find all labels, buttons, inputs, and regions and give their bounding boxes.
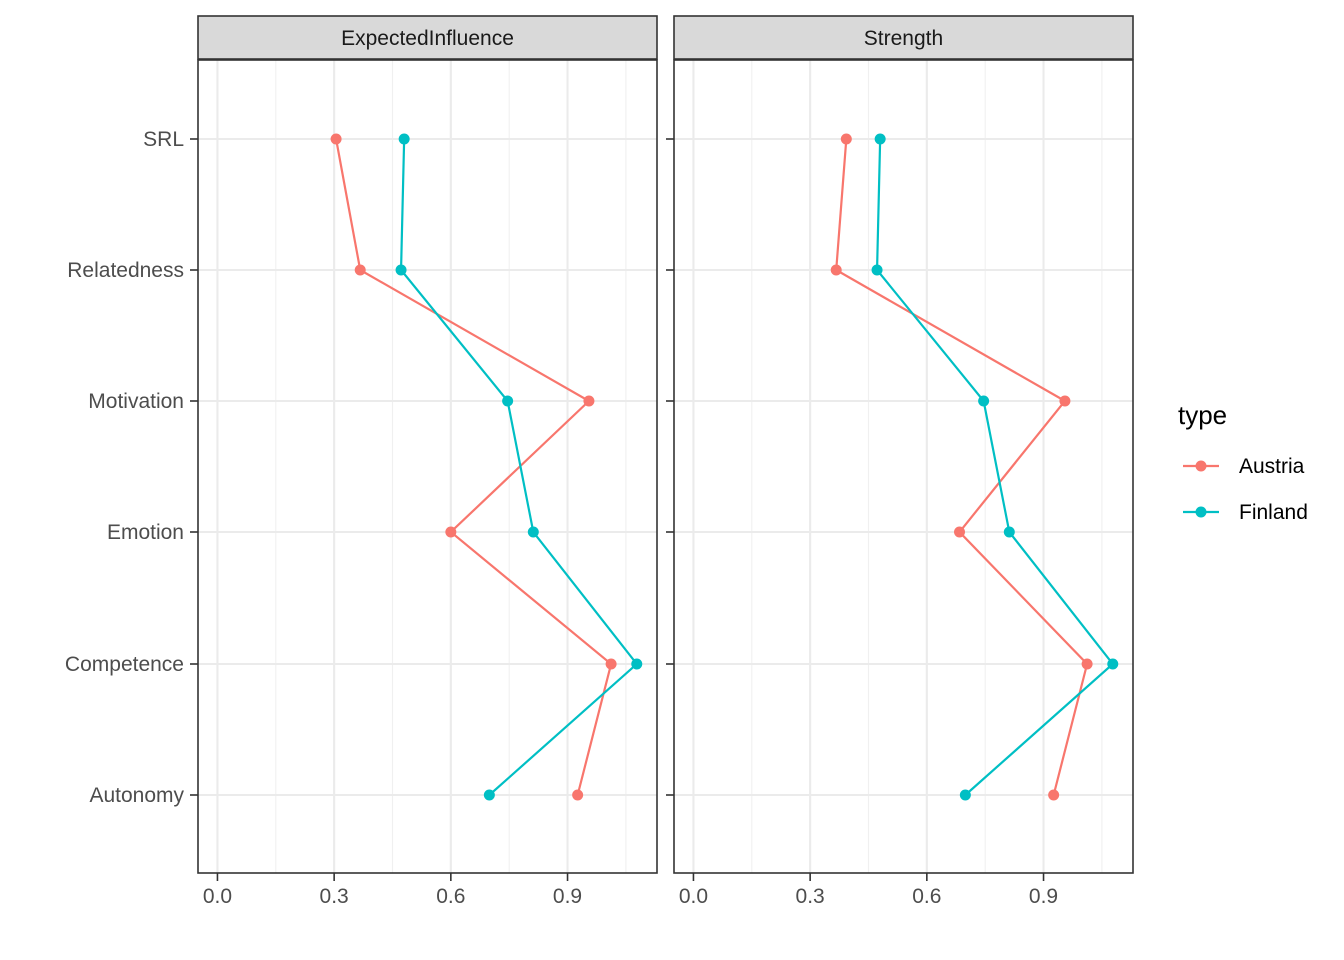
data-point-austria [840,133,852,145]
panel-background [198,60,657,873]
y-tick-label: Relatedness [67,259,184,282]
strip-label: ExpectedInfluence [341,27,514,50]
legend-entry-austria: Austria [1183,455,1305,478]
data-point-finland [398,133,410,145]
data-point-austria [445,526,457,538]
facet-expectedinfluence: ExpectedInfluence 0.0 0.3 0.6 0.9 SRL Relatedn… [65,15,658,908]
x-tick-label: 0.0 [203,885,232,908]
panel-background [674,60,1133,873]
data-point-finland [874,133,886,145]
strip-background [673,15,1134,60]
data-point-austria [583,395,595,407]
x-tick-label: 0.9 [1029,885,1058,908]
data-point-finland [1003,526,1015,538]
series-line-austria [835,138,1089,796]
panel-border [673,59,1134,874]
data-point-austria [1059,395,1071,407]
data-point-austria [1081,658,1093,670]
x-tick-label: 0.3 [320,885,349,908]
y-tick-label: Autonomy [89,784,184,807]
y-tick-label: Motivation [88,390,184,413]
x-tick-label: 0.9 [553,885,582,908]
data-point-finland [871,264,883,276]
data-point-austria [330,133,342,145]
data-point-finland [395,264,407,276]
data-point-austria [354,264,366,276]
series-line-finland [875,138,1115,796]
data-point-finland [631,658,643,670]
x-tick-label: 0.6 [436,885,465,908]
x-tick-label: 0.3 [796,885,825,908]
data-point-austria [605,658,617,670]
data-point-finland [527,526,539,538]
legend-key-point [1195,506,1207,518]
legend-entries: Austria Finland [1183,455,1308,524]
facet-strength: Strength 0.0 0.3 0.6 0.9 [666,15,1134,908]
data-point-austria [572,789,584,801]
legend-label: Finland [1239,501,1308,524]
data-point-finland [502,395,514,407]
y-tick-label: Competence [65,653,184,676]
x-tick-label: 0.6 [912,885,941,908]
data-point-austria [830,264,842,276]
x-tick-label: 0.0 [679,885,708,908]
series-line-finland [399,138,639,796]
legend-entry-finland: Finland [1183,501,1308,524]
y-tick-label: Emotion [107,521,184,544]
strip-background [197,15,658,60]
data-point-austria [954,526,966,538]
legend-label: Austria [1239,455,1305,478]
y-tick-label: SRL [143,128,184,151]
data-point-austria [1048,789,1060,801]
data-point-finland [1107,658,1119,670]
data-point-finland [978,395,990,407]
legend-title: type [1178,400,1227,430]
legend-key-point [1195,460,1207,472]
facet-panels: ExpectedInfluence 0.0 0.3 0.6 0.9 SRL Relatedn… [65,15,1134,908]
data-point-finland [483,789,495,801]
data-point-finland [959,789,971,801]
panel-border [197,59,658,874]
strip-label: Strength [864,27,943,50]
legend: type Austria Finland [1178,400,1308,524]
